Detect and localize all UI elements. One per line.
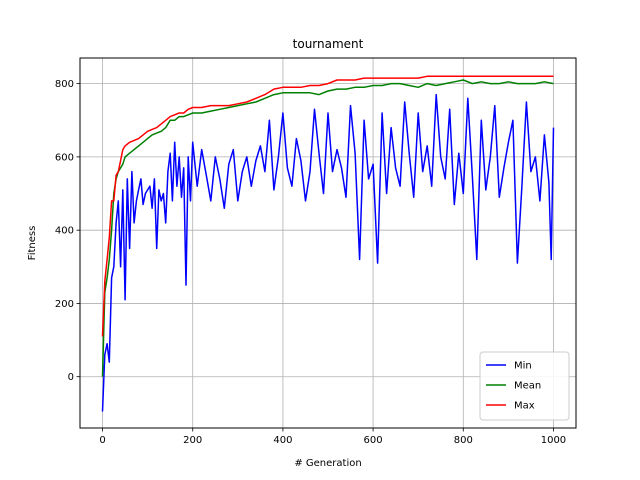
x-tick-label: 400 bbox=[273, 435, 292, 446]
x-tick-label: 1000 bbox=[541, 435, 566, 446]
chart-title: tournament bbox=[293, 37, 364, 51]
series-group bbox=[101, 75, 555, 412]
series-line-min bbox=[101, 93, 555, 412]
y-tick-label: 200 bbox=[55, 299, 74, 310]
x-tick-label: 800 bbox=[454, 435, 473, 446]
y-axis-label: Fitness bbox=[27, 226, 38, 261]
x-tick-label: 600 bbox=[364, 435, 383, 446]
plot-frame bbox=[79, 57, 577, 429]
legend-label-min: Min bbox=[514, 361, 532, 372]
legend-label-max: Max bbox=[514, 401, 535, 412]
series-line-max bbox=[101, 75, 554, 337]
axis-ticks: 0 200 400 600 800 1000 0 200 400 600 800 bbox=[55, 79, 566, 446]
y-tick-label: 400 bbox=[55, 226, 74, 237]
legend: Min Mean Max bbox=[479, 351, 570, 421]
y-tick-label: 600 bbox=[55, 152, 74, 163]
x-axis-label: # Generation bbox=[294, 458, 361, 469]
series-line-mean bbox=[101, 79, 554, 377]
legend-label-mean: Mean bbox=[514, 381, 541, 392]
legend-box bbox=[479, 351, 570, 421]
x-tick-label: 200 bbox=[183, 435, 202, 446]
y-tick-label: 800 bbox=[55, 79, 74, 90]
x-tick-label: 0 bbox=[99, 435, 105, 446]
y-tick-label: 0 bbox=[68, 372, 74, 383]
